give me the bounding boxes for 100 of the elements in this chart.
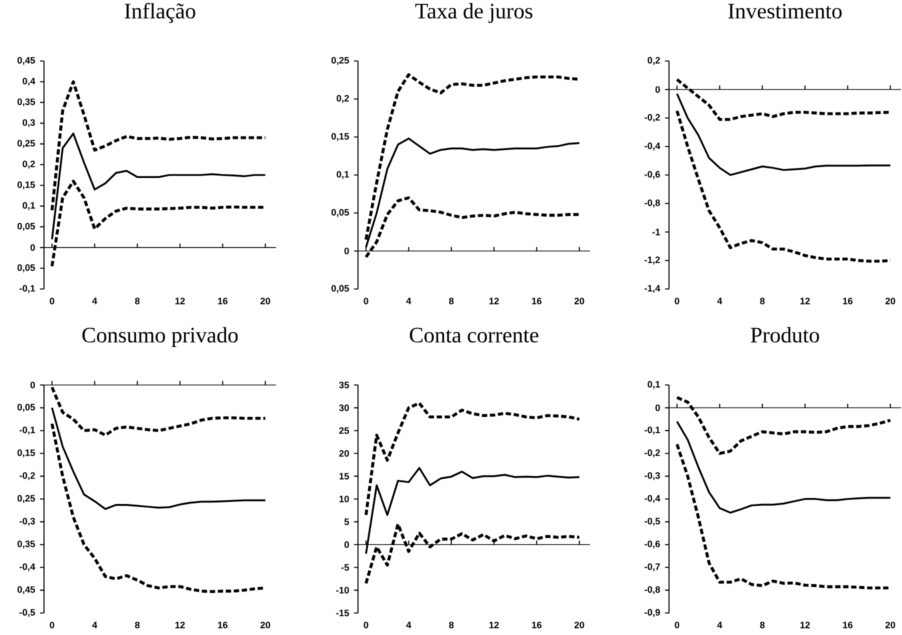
y-tick-label: 15 [340,472,350,480]
x-tick-label: 12 [175,622,185,628]
chart-title: Produto [750,327,820,343]
y-tick-label: -10 [336,586,349,594]
y-tick-label: -0,1 [644,426,660,435]
y-tick-label: 0 [344,248,349,254]
y-tick-label: -0,8 [644,586,660,594]
y-tick-label: 0,1 [22,202,36,210]
x-tick-label: 20 [885,622,896,628]
y-tick-label: 0 [655,86,660,93]
y-tick-label: 5 [344,518,350,526]
y-tick-label: -0,3 [644,472,660,480]
x-tick-label: 0 [674,298,680,304]
y-tick-label: -0,4 [644,495,660,503]
y-tick-label: 35 [339,382,350,388]
x-tick-label: 20 [574,298,584,304]
y-tick-label: 0,05 [332,209,350,217]
y-tick-label: 0,45 [18,586,36,594]
x-tick-label: 4 [406,622,412,628]
y-tick-label: 0,4 [22,78,36,86]
y-tick-label: 0 [30,382,35,388]
y-tick-label: -0,1 [20,285,36,293]
x-tick-label: 8 [449,622,454,628]
x-tick-label: 8 [135,298,140,304]
y-tick-label: -0,1 [20,426,36,435]
y-tick-label: 0,15 [18,449,36,458]
chart-title: Inflação [124,2,196,24]
y-tick-label: -0,5 [644,518,660,526]
x-tick-label: 16 [843,298,853,304]
chart-title: Consumo privado [82,327,238,348]
x-tick-label: 20 [260,298,270,304]
chart-title: Investimento [728,4,842,19]
y-tick-label: 25 [339,427,350,434]
y-tick-label: 30 [339,404,349,412]
y-tick-label: 0,25 [18,140,36,148]
x-tick-label: 4 [717,298,722,304]
x-tick-label: 16 [843,622,853,628]
y-tick-label: -0,6 [644,540,660,549]
y-tick-label: -0,8 [644,200,660,208]
x-tick-label: 8 [760,622,765,628]
x-tick-label: 12 [489,622,499,628]
x-tick-label: 12 [489,298,499,304]
y-tick-label: 0,15 [18,181,36,190]
y-tick-label: -1,4 [644,285,660,293]
x-tick-label: 0 [50,622,54,628]
y-tick-label: 0,05 [18,264,36,272]
y-tick-label: 0 [655,404,660,412]
y-tick-label: 0,15 [332,133,350,141]
y-tick-label: 0,35 [18,98,36,106]
x-tick-label: 0 [364,622,368,628]
x-tick-label: 20 [574,622,584,628]
y-tick-label: 0,45 [18,57,36,65]
x-tick-label: 20 [885,298,896,304]
y-tick-label: 0,25 [332,57,350,65]
x-tick-label: 4 [92,298,98,304]
y-tick-label: -0,4 [20,563,36,572]
y-tick-label: 0,05 [18,404,36,412]
y-tick-label: 0,2 [648,57,660,65]
y-tick-label: -0,5 [20,609,36,617]
y-tick-label: 0,05 [332,285,350,293]
y-tick-label: -0,2 [644,449,660,458]
y-tick-label: -1 [652,228,660,236]
x-tick-label: 8 [135,622,140,628]
y-tick-label: 10 [340,496,349,502]
x-tick-label: 16 [532,622,542,628]
y-tick-label: -0,2 [644,114,660,122]
y-tick-label: 0,05 [18,222,36,231]
x-tick-label: 12 [800,622,810,628]
x-tick-label: 12 [800,298,810,304]
y-tick-label: 0 [344,541,349,548]
y-tick-label: -1,2 [644,256,660,264]
x-tick-label: 0 [50,298,54,304]
x-tick-label: 0 [674,622,680,628]
chart-title: Conta corrente [410,328,538,343]
y-tick-label: 0,35 [18,540,36,549]
y-tick-label: -0,6 [644,171,660,179]
x-tick-label: 0 [364,298,368,304]
x-tick-label: 16 [532,298,542,304]
y-tick-label: 0,25 [18,495,36,503]
y-tick-label: 0,3 [22,119,35,128]
y-tick-label: 20 [339,450,349,457]
y-tick-label: 0,1 [648,381,660,389]
y-tick-label: -0,4 [644,142,660,150]
x-tick-label: 8 [449,298,454,304]
y-tick-label: -0,9 [644,609,660,617]
x-tick-label: 4 [406,298,412,304]
y-tick-label: 0,1 [336,171,350,179]
y-tick-label: -0,2 [20,472,35,480]
y-tick-label: 0 [30,244,35,251]
y-tick-label: 0,2 [22,160,35,169]
chart-title: Taxa de juros [415,3,532,24]
x-tick-label: 12 [175,298,185,304]
y-tick-label: -5 [341,564,350,571]
y-tick-label: -15 [336,610,350,616]
x-tick-label: 4 [92,622,98,628]
x-tick-label: 16 [218,298,228,304]
x-tick-label: 16 [218,622,228,628]
x-tick-label: 8 [760,298,765,304]
y-tick-label: -0,7 [644,563,660,572]
x-tick-label: 4 [717,622,722,628]
